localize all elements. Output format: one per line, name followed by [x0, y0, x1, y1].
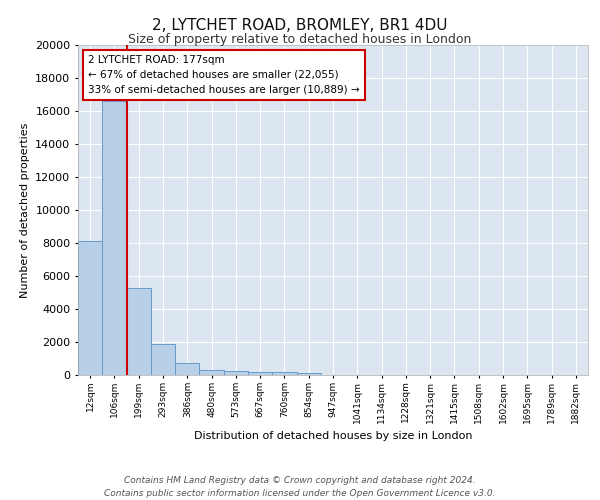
Bar	[175, 364, 199, 375]
Text: 2 LYTCHET ROAD: 177sqm
← 67% of detached houses are smaller (22,055)
33% of semi: 2 LYTCHET ROAD: 177sqm ← 67% of detached…	[88, 55, 360, 94]
Text: Contains HM Land Registry data © Crown copyright and database right 2024.
Contai: Contains HM Land Registry data © Crown c…	[104, 476, 496, 498]
Bar	[272, 372, 296, 375]
Y-axis label: Number of detached properties: Number of detached properties	[20, 122, 29, 298]
Bar	[199, 370, 224, 375]
Bar	[296, 373, 321, 375]
Text: Size of property relative to detached houses in London: Size of property relative to detached ho…	[128, 32, 472, 46]
Bar	[224, 372, 248, 375]
Text: 2, LYTCHET ROAD, BROMLEY, BR1 4DU: 2, LYTCHET ROAD, BROMLEY, BR1 4DU	[152, 18, 448, 32]
Bar	[248, 372, 272, 375]
Bar	[102, 101, 127, 375]
Bar	[78, 242, 102, 375]
Bar	[127, 288, 151, 375]
X-axis label: Distribution of detached houses by size in London: Distribution of detached houses by size …	[194, 431, 472, 441]
Bar	[151, 344, 175, 375]
